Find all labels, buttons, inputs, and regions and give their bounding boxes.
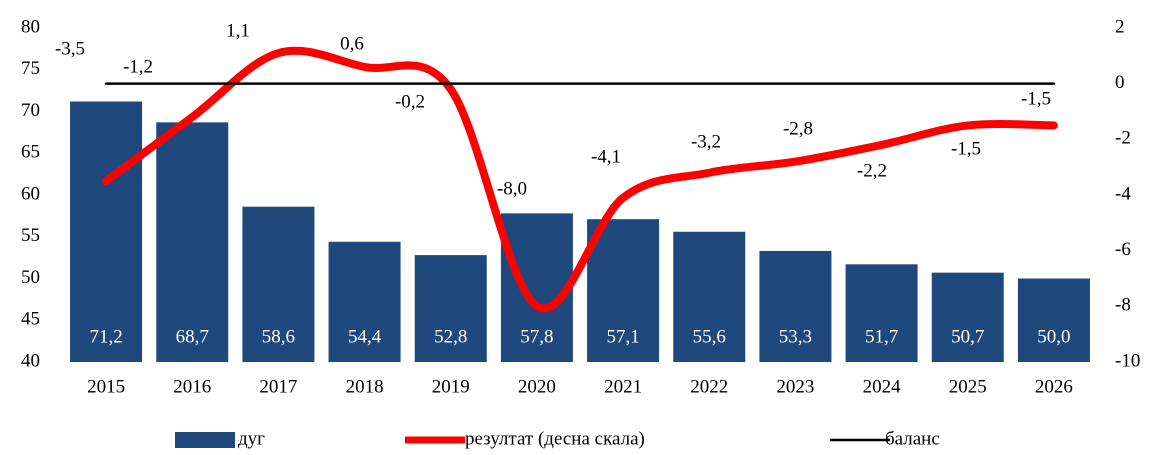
- x-tick-label: 2020: [518, 376, 556, 397]
- x-tick-label: 2026: [1035, 376, 1073, 397]
- y2-tick-label: -6: [1115, 239, 1131, 260]
- legend-swatch: [175, 432, 235, 448]
- y2-tick-label: -8: [1115, 295, 1131, 316]
- bar: [587, 219, 660, 362]
- line-label: -3,2: [691, 131, 721, 152]
- y-tick-label: 70: [21, 100, 40, 121]
- line-label: -2,8: [783, 118, 813, 139]
- line-label: -1,5: [951, 138, 981, 159]
- line-label: -2,2: [857, 160, 887, 181]
- bar: [673, 231, 746, 362]
- bar: [328, 241, 401, 362]
- legend-label: баланс: [885, 428, 940, 449]
- bar: [845, 264, 918, 362]
- x-tick-label: 2023: [776, 376, 814, 397]
- line-label: -0,2: [395, 91, 425, 112]
- bar: [242, 206, 315, 362]
- x-tick-label: 2017: [259, 376, 297, 397]
- line: [102, 46, 1058, 313]
- line-label: -3,5: [55, 38, 85, 59]
- y-tick-label: 45: [21, 309, 40, 330]
- x-tick-label: 2024: [863, 376, 902, 397]
- bar-label: 50,7: [951, 326, 984, 347]
- x-tick-label: 2025: [949, 376, 987, 397]
- bar: [70, 101, 143, 362]
- bar-label: 53,3: [779, 326, 812, 347]
- y2-tick-label: -10: [1115, 350, 1140, 371]
- x-tick-label: 2019: [432, 376, 470, 397]
- y2-tick-label: 2: [1115, 16, 1125, 37]
- y-tick-label: 50: [21, 267, 40, 288]
- bar-label: 50,0: [1037, 326, 1070, 347]
- line-label: 1,1: [226, 20, 250, 41]
- y2-tick-label: -4: [1115, 183, 1131, 204]
- bar-label: 58,6: [262, 326, 295, 347]
- bar-label: 52,8: [434, 326, 467, 347]
- x-tick-label: 2016: [173, 376, 211, 397]
- y-tick-label: 60: [21, 183, 40, 204]
- bar: [1017, 278, 1090, 362]
- x-tick-label: 2022: [690, 376, 728, 397]
- y-tick-label: 40: [21, 350, 40, 371]
- y-tick-label: 75: [21, 58, 40, 79]
- bar: [759, 250, 832, 362]
- x-tick-label: 2015: [87, 376, 125, 397]
- legend-label: дуг: [238, 428, 265, 449]
- bar-label: 68,7: [176, 326, 209, 347]
- bar-label: 57,1: [606, 326, 639, 347]
- x-tick-label: 2021: [604, 376, 642, 397]
- line-label: -1,5: [1021, 88, 1051, 109]
- bar: [931, 272, 1004, 362]
- bar-label: 54,4: [348, 326, 382, 347]
- x-tick-label: 2018: [346, 376, 384, 397]
- y-tick-label: 65: [21, 142, 40, 163]
- bar-label: 51,7: [865, 326, 898, 347]
- line-label: 0,6: [340, 33, 364, 54]
- bar: [156, 122, 229, 362]
- y-tick-label: 55: [21, 225, 40, 246]
- line-label: -1,2: [123, 56, 153, 77]
- bar-label: 55,6: [693, 326, 726, 347]
- y-tick-label: 80: [21, 16, 40, 37]
- legend-label: резултат (десна скала): [465, 428, 645, 449]
- bar: [414, 255, 487, 362]
- bar-label: 71,2: [89, 326, 122, 347]
- line-label: -4,1: [591, 146, 621, 167]
- bar: [500, 213, 573, 362]
- y2-tick-label: 0: [1115, 72, 1125, 93]
- y2-tick-label: -2: [1115, 128, 1131, 149]
- line-label: -8,0: [497, 178, 527, 199]
- bar-label: 57,8: [520, 326, 553, 347]
